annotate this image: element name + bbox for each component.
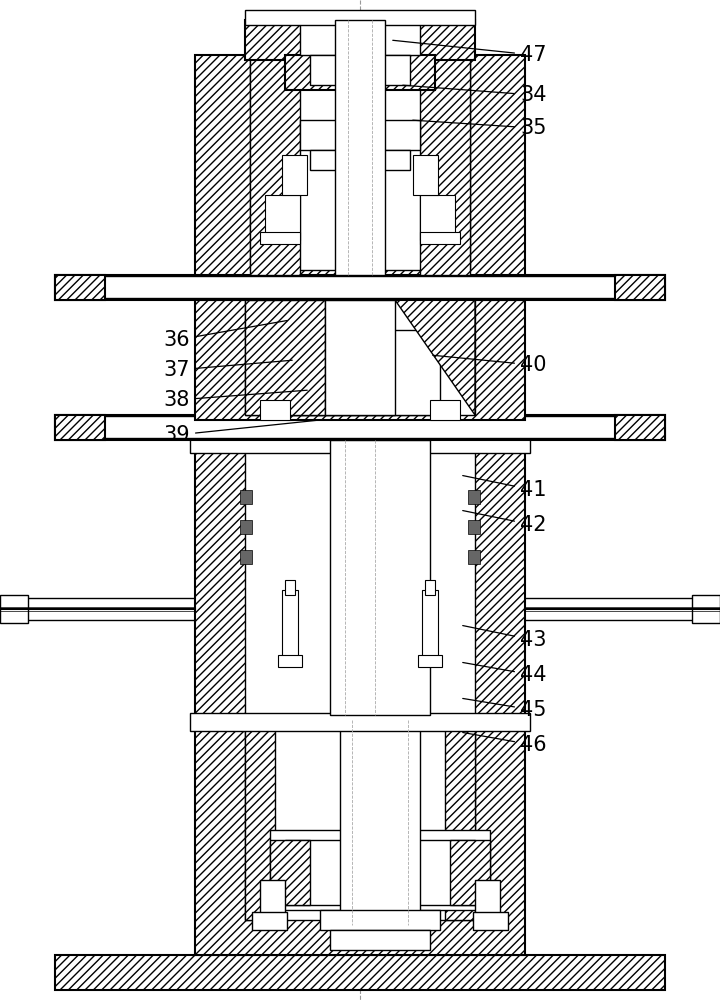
Bar	[240, 520, 252, 534]
Bar	[425, 580, 435, 595]
Bar	[260, 880, 285, 925]
Bar	[190, 435, 530, 453]
Bar	[190, 713, 530, 731]
Polygon shape	[250, 55, 300, 275]
Bar	[100, 416, 620, 438]
Bar	[420, 232, 460, 244]
Bar	[245, 20, 475, 60]
Bar	[245, 10, 475, 25]
Bar	[420, 195, 455, 240]
Bar	[468, 520, 480, 534]
Bar	[100, 276, 620, 298]
Bar	[282, 590, 298, 660]
Bar	[270, 830, 490, 910]
Bar	[245, 720, 275, 920]
Bar	[468, 550, 480, 564]
Bar	[285, 840, 475, 905]
Bar	[195, 55, 525, 275]
Bar	[285, 580, 295, 595]
Bar	[240, 550, 252, 564]
Bar	[55, 415, 105, 440]
Bar	[55, 415, 665, 440]
Bar	[0, 595, 28, 623]
Text: 34: 34	[402, 85, 546, 105]
Bar	[330, 930, 430, 950]
Bar	[360, 330, 440, 415]
Text: 44: 44	[463, 662, 546, 685]
Polygon shape	[420, 55, 470, 275]
Bar	[340, 720, 420, 925]
Bar	[380, 440, 525, 720]
Bar	[260, 232, 300, 244]
Bar	[55, 275, 665, 300]
Bar	[55, 275, 105, 300]
Text: 40: 40	[433, 355, 546, 375]
Text: 41: 41	[463, 476, 546, 500]
Bar	[468, 490, 480, 504]
Bar	[325, 300, 395, 415]
Bar	[445, 720, 475, 920]
Text: 45: 45	[463, 698, 546, 720]
Text: 38: 38	[163, 390, 307, 410]
Bar	[418, 655, 442, 667]
Bar	[195, 300, 525, 420]
Text: 47: 47	[393, 40, 546, 65]
Bar	[245, 300, 475, 415]
Bar	[615, 275, 665, 300]
Text: 43: 43	[463, 626, 546, 650]
Bar	[252, 912, 287, 930]
Bar	[300, 120, 420, 150]
Bar	[0, 598, 720, 620]
Polygon shape	[245, 300, 325, 415]
Bar	[245, 440, 475, 715]
Bar	[310, 150, 410, 170]
Text: 37: 37	[163, 360, 292, 380]
Bar	[450, 840, 490, 905]
Bar	[320, 910, 440, 930]
Polygon shape	[395, 300, 475, 415]
Bar	[270, 840, 310, 905]
Bar	[282, 155, 307, 195]
Text: 36: 36	[163, 320, 287, 350]
Bar	[265, 195, 300, 240]
Bar	[55, 955, 665, 990]
Bar	[250, 55, 470, 270]
Bar	[422, 590, 438, 660]
Bar	[473, 912, 508, 930]
Bar	[692, 595, 720, 623]
Bar	[260, 400, 290, 420]
Text: 39: 39	[163, 420, 318, 445]
Bar	[310, 55, 410, 85]
Bar	[195, 720, 525, 955]
Bar	[285, 55, 435, 90]
Text: 42: 42	[463, 511, 546, 535]
Bar	[245, 720, 475, 920]
Bar	[280, 330, 360, 415]
Text: 46: 46	[463, 732, 546, 755]
Bar	[240, 490, 252, 504]
Bar	[195, 440, 340, 720]
Bar	[300, 20, 420, 55]
Text: 35: 35	[413, 118, 546, 138]
Bar	[330, 440, 430, 715]
Bar	[278, 655, 302, 667]
Bar	[335, 20, 385, 275]
Bar	[413, 155, 438, 195]
Bar	[615, 415, 665, 440]
Bar	[210, 715, 510, 730]
Bar	[430, 400, 460, 420]
Bar	[475, 880, 500, 925]
